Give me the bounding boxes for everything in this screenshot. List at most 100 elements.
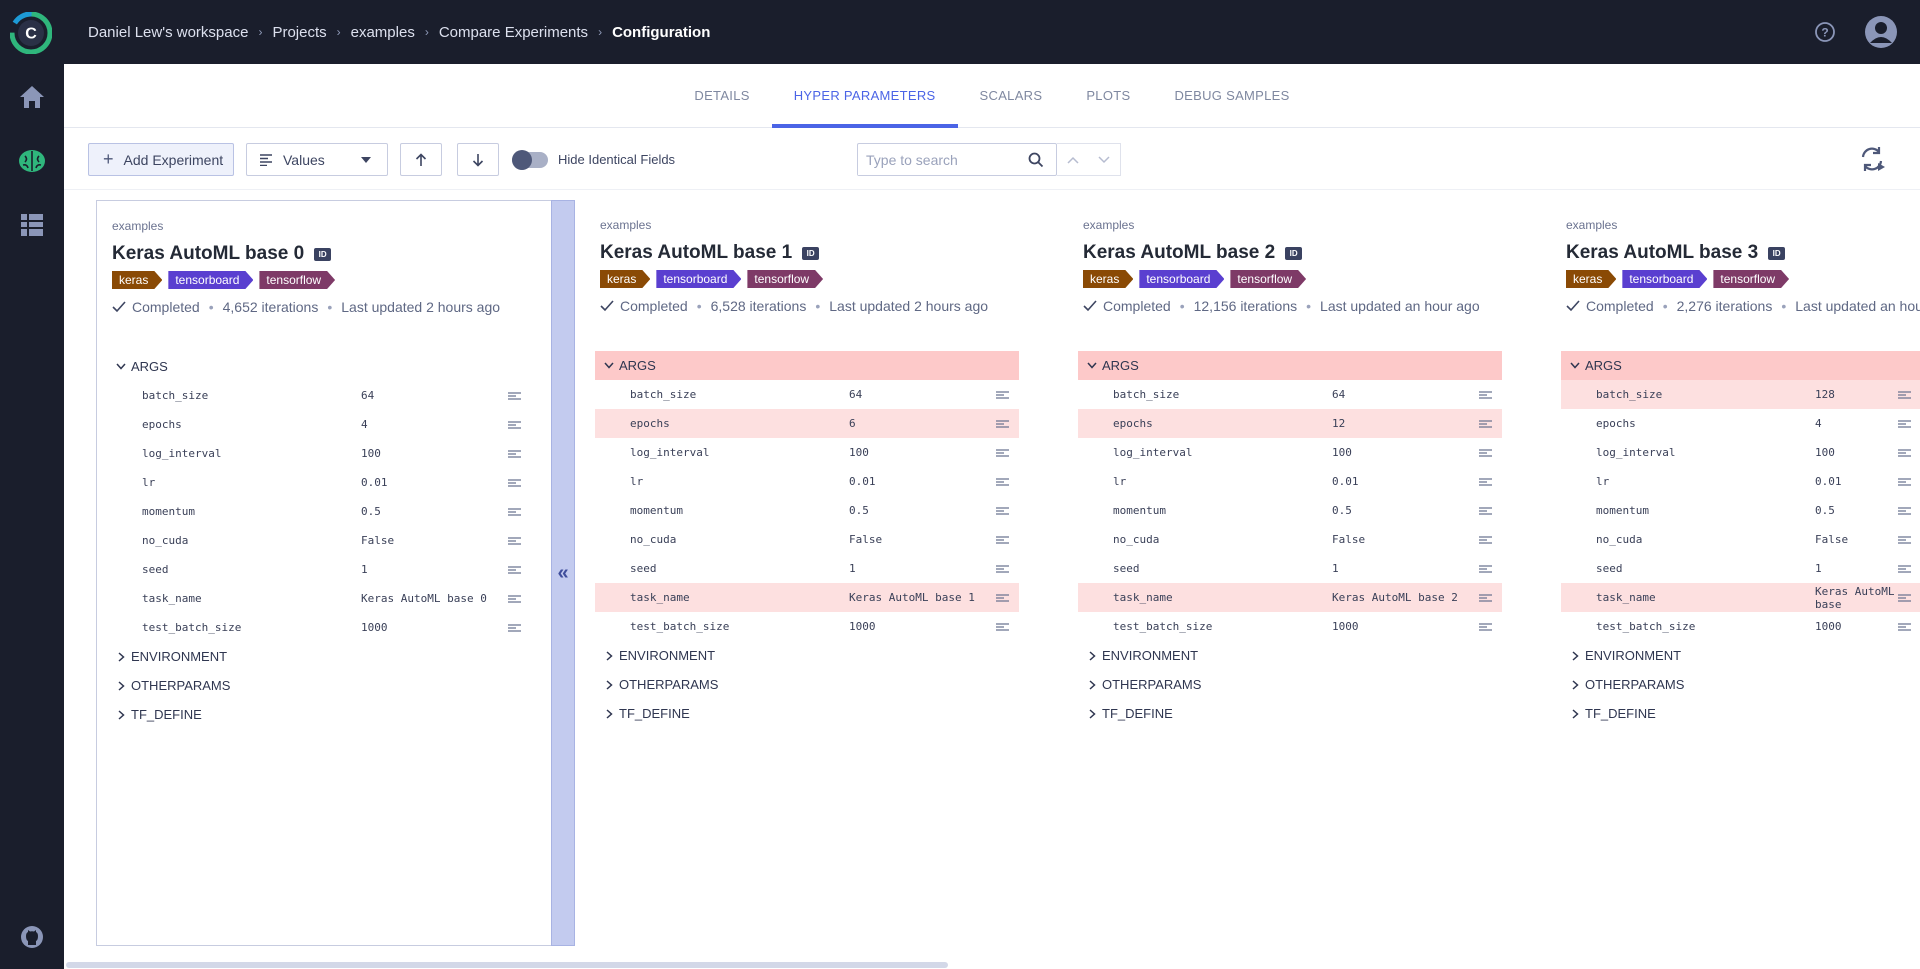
value-menu-icon[interactable] (508, 508, 521, 516)
section-tf_define[interactable]: TF_DEFINE (1561, 699, 1920, 728)
experiment-project[interactable]: examples (1083, 218, 1135, 232)
section-args[interactable]: ARGS (107, 352, 531, 381)
value-menu-icon[interactable] (1479, 594, 1492, 602)
value-menu-icon[interactable] (996, 565, 1009, 573)
value-menu-icon[interactable] (508, 537, 521, 545)
value-menu-icon[interactable] (508, 421, 521, 429)
section-tf_define[interactable]: TF_DEFINE (107, 700, 531, 729)
value-menu-icon[interactable] (996, 507, 1009, 515)
section-args[interactable]: ARGS (1561, 351, 1920, 380)
tag[interactable]: keras (112, 271, 162, 289)
section-environment[interactable]: ENVIRONMENT (107, 642, 531, 671)
value-menu-icon[interactable] (1898, 507, 1911, 515)
value-menu-icon[interactable] (996, 391, 1009, 399)
section-otherparams[interactable]: OTHERPARAMS (1561, 670, 1920, 699)
section-otherparams[interactable]: OTHERPARAMS (107, 671, 531, 700)
collapse-panel-button[interactable]: « (551, 200, 575, 946)
value-menu-icon[interactable] (1898, 536, 1911, 544)
arrow-up-button[interactable] (400, 143, 442, 176)
clearml-logo-icon[interactable]: C (10, 12, 52, 54)
tag[interactable]: tensorflow (1713, 270, 1789, 288)
section-environment[interactable]: ENVIRONMENT (1078, 641, 1502, 670)
section-args[interactable]: ARGS (1078, 351, 1502, 380)
tag[interactable]: tensorflow (1230, 270, 1306, 288)
value-menu-icon[interactable] (508, 479, 521, 487)
horizontal-scrollbar[interactable] (66, 962, 948, 968)
value-menu-icon[interactable] (996, 623, 1009, 631)
value-menu-icon[interactable] (508, 566, 521, 574)
tab-details[interactable]: DETAILS (694, 88, 750, 103)
value-menu-icon[interactable] (1479, 565, 1492, 573)
value-menu-icon[interactable] (996, 420, 1009, 428)
sidebar-item-home[interactable] (0, 72, 64, 122)
tag[interactable]: tensorboard (1622, 270, 1707, 288)
value-menu-icon[interactable] (508, 392, 521, 400)
tab-hyper-parameters[interactable]: HYPER PARAMETERS (771, 64, 958, 128)
value-menu-icon[interactable] (1898, 623, 1911, 631)
id-badge[interactable]: ID (802, 246, 820, 260)
section-tf_define[interactable]: TF_DEFINE (595, 699, 1019, 728)
value-menu-icon[interactable] (1479, 507, 1492, 515)
value-menu-icon[interactable] (1479, 420, 1492, 428)
user-avatar-icon[interactable] (1864, 15, 1898, 49)
value-menu-icon[interactable] (1898, 478, 1911, 486)
tag[interactable]: tensorboard (656, 270, 741, 288)
arrow-down-button[interactable] (457, 143, 499, 176)
value-menu-icon[interactable] (1898, 594, 1911, 602)
section-otherparams[interactable]: OTHERPARAMS (1078, 670, 1502, 699)
tag[interactable]: tensorboard (168, 271, 253, 289)
id-badge[interactable]: ID (314, 247, 332, 261)
value-menu-icon[interactable] (1898, 449, 1911, 457)
value-menu-icon[interactable] (508, 450, 521, 458)
sidebar-item-github[interactable] (0, 912, 64, 962)
section-environment[interactable]: ENVIRONMENT (1561, 641, 1920, 670)
section-environment[interactable]: ENVIRONMENT (595, 641, 1019, 670)
tag[interactable]: keras (1566, 270, 1616, 288)
tab-plots[interactable]: PLOTS (1086, 88, 1131, 103)
experiment-project[interactable]: examples (112, 219, 164, 233)
value-menu-icon[interactable] (996, 478, 1009, 486)
value-menu-icon[interactable] (508, 595, 521, 603)
tag[interactable]: tensorboard (1139, 270, 1224, 288)
value-menu-icon[interactable] (996, 536, 1009, 544)
breadcrumb-workspace[interactable]: Daniel Lew's workspace (88, 23, 249, 41)
tag[interactable]: tensorflow (259, 271, 335, 289)
id-badge[interactable]: ID (1768, 246, 1786, 260)
value-menu-icon[interactable] (508, 624, 521, 632)
breadcrumb-projects[interactable]: Projects (272, 23, 327, 41)
value-menu-icon[interactable] (1898, 565, 1911, 573)
section-args[interactable]: ARGS (595, 351, 1019, 380)
value-menu-icon[interactable] (1479, 536, 1492, 544)
add-experiment-button[interactable]: + Add Experiment (88, 143, 234, 176)
chevron-down-icon[interactable] (1098, 155, 1110, 164)
breadcrumb-project[interactable]: examples (350, 23, 415, 41)
value-menu-icon[interactable] (1898, 420, 1911, 428)
tab-debug-samples[interactable]: DEBUG SAMPLES (1174, 88, 1290, 103)
tag[interactable]: keras (1083, 270, 1133, 288)
value-menu-icon[interactable] (1479, 391, 1492, 399)
id-badge[interactable]: ID (1285, 246, 1303, 260)
view-mode-select[interactable]: Values (246, 143, 388, 176)
breadcrumb-compare[interactable]: Compare Experiments (438, 23, 589, 41)
value-menu-icon[interactable] (996, 594, 1009, 602)
tag[interactable]: keras (600, 270, 650, 288)
value-menu-icon[interactable] (1479, 449, 1492, 457)
value-menu-icon[interactable] (1898, 391, 1911, 399)
value-menu-icon[interactable] (1479, 623, 1492, 631)
refresh-icon[interactable] (1858, 145, 1886, 173)
chevron-up-icon[interactable] (1067, 156, 1079, 164)
section-tf_define[interactable]: TF_DEFINE (1078, 699, 1502, 728)
search-input[interactable] (858, 144, 1018, 175)
experiment-project[interactable]: examples (1566, 218, 1618, 232)
section-otherparams[interactable]: OTHERPARAMS (595, 670, 1019, 699)
tab-scalars[interactable]: SCALARS (979, 88, 1043, 103)
tag[interactable]: tensorflow (747, 270, 823, 288)
value-menu-icon[interactable] (1479, 478, 1492, 486)
sidebar-item-datasets[interactable] (0, 200, 64, 250)
value-menu-icon[interactable] (996, 449, 1009, 457)
search-icon[interactable] (1028, 152, 1044, 168)
sidebar-item-experiments[interactable] (0, 136, 64, 186)
help-icon[interactable]: ? (1814, 21, 1836, 43)
experiment-project[interactable]: examples (600, 218, 652, 232)
hide-identical-toggle[interactable] (512, 149, 548, 170)
